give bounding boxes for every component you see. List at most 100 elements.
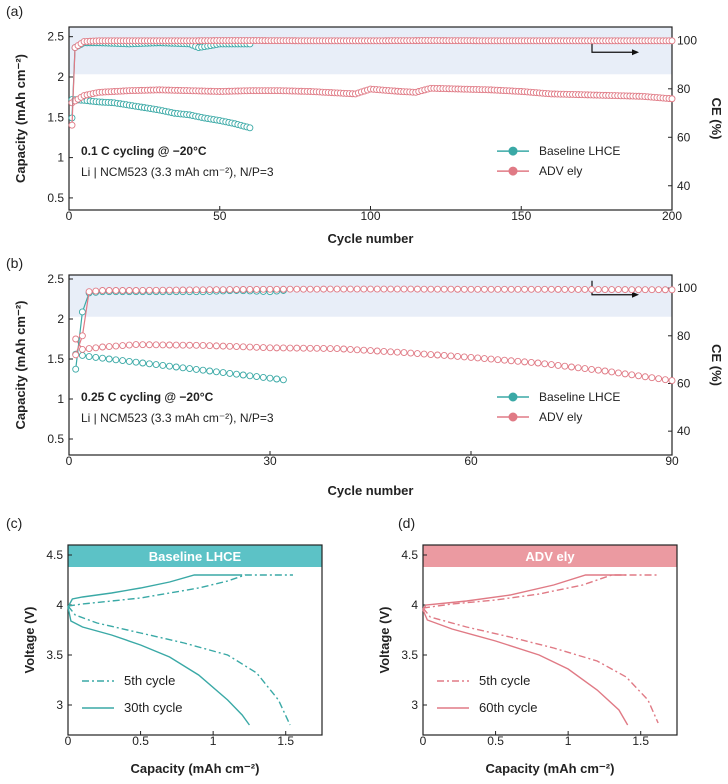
data-point [226,342,234,350]
data-point [594,366,602,374]
data-point [159,361,167,369]
header-band [423,545,677,567]
legend-label: 5th cycle [479,673,530,688]
y2-axis-label: CE (%) [709,98,724,140]
legend-marker [508,392,518,402]
data-point [427,285,435,293]
data-point [259,285,267,293]
data-point [507,285,515,293]
x-tick-label: 0 [65,734,72,748]
data-point [574,364,582,372]
data-point [467,353,475,361]
data-point [92,287,100,295]
data-point [159,341,167,349]
data-point [99,343,106,351]
legend-label: ADV ely [539,410,582,424]
legend-marker [508,412,518,422]
plot-frame [68,274,673,456]
data-point [360,346,368,354]
data-point [99,354,106,362]
data-point [125,287,133,294]
data-point [514,285,522,293]
data-point [668,377,676,385]
data-point [547,285,555,293]
data-point [152,361,160,369]
data-point [608,368,616,376]
y-tick-label: 2 [57,312,64,326]
data-point [668,286,676,294]
data-point [85,353,93,361]
data-point [541,360,549,368]
data-point [78,345,86,353]
data-point [219,369,227,377]
data-point [387,348,395,356]
y-tick-label: 1 [57,151,64,165]
y-tick-label: 3.5 [401,648,418,662]
y-tick-label: 0.5 [47,191,64,205]
data-point [380,347,388,355]
curve-discharge [67,606,250,726]
data-point [400,285,408,293]
y-axis-label: Voltage (V) [377,607,392,674]
data-point [166,362,173,370]
x-tick-label: 0 [66,209,73,223]
data-point [621,286,629,294]
data-point [199,341,207,349]
legend-label: Baseline LHCE [539,144,620,158]
data-point [561,285,569,293]
data-point [233,286,240,293]
panel-label: (d) [398,515,415,531]
data-point [547,361,555,369]
data-point [447,352,455,360]
y2-tick-label: 100 [677,281,697,295]
data-point [367,347,374,355]
data-point [594,286,602,293]
x-tick-label: 50 [213,209,227,223]
data-point [266,374,274,382]
data-point [253,373,261,381]
x-axis-label: Capacity (mAh cm⁻²) [131,761,260,776]
data-point [460,285,468,293]
data-point [293,285,301,293]
condition-title: 0.1 C cycling @ −20°C [81,144,207,158]
data-point [413,285,421,293]
y-tick-label: 4.5 [46,548,63,562]
data-point [601,286,609,293]
data-point [145,341,153,349]
y-tick-label: 3 [56,698,63,712]
data-point [239,343,247,351]
arrow-head [632,291,639,298]
data-point [407,285,415,293]
data-point [641,286,649,294]
x-tick-label: 1 [210,734,217,748]
x-tick-label: 0 [66,454,73,468]
x-tick-label: 200 [662,209,682,223]
data-point [279,285,287,293]
data-point [467,285,475,293]
data-point [480,355,488,362]
data-point [246,124,254,132]
data-point [266,344,274,352]
data-point [246,285,254,293]
data-point [614,286,622,294]
data-point [346,285,354,293]
y-tick-label: 4 [56,598,63,612]
y-tick-label: 3 [411,698,418,712]
data-point [655,375,663,383]
condition-subtitle: Li | NCM523 (3.3 mAh cm⁻²), N/P=3 [81,165,274,179]
data-point [125,357,133,365]
data-point [494,356,502,364]
data-point [400,349,408,357]
data-point [112,287,120,294]
data-point [534,359,542,367]
data-point [286,285,294,293]
data-point [655,286,663,294]
data-point [601,367,609,375]
x-axis-label: Cycle number [328,231,414,246]
data-point [326,285,334,293]
data-point [501,285,508,293]
header-band [68,545,322,567]
data-point [145,286,153,294]
